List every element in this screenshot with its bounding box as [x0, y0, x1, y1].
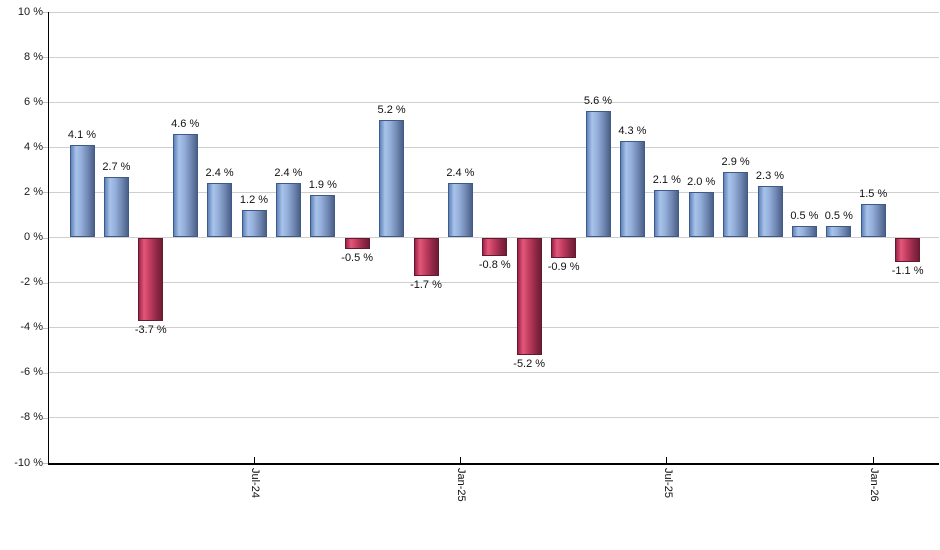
bar-value-label: 2.4 %: [446, 167, 475, 180]
bar: [344, 237, 370, 249]
bar-value-label: 5.2 %: [377, 104, 406, 117]
bar-value-label: -3.7 %: [134, 323, 167, 336]
bar-value-label: -0.5 %: [341, 251, 374, 264]
bar-value-label: 1.5 %: [859, 187, 888, 200]
y-axis-label: -2 %: [20, 276, 43, 289]
x-axis-label: Jan-26: [868, 468, 881, 502]
y-axis-label: -8 %: [20, 411, 43, 424]
y-axis-label: 6 %: [24, 95, 43, 108]
y-axis-tick: [43, 12, 48, 13]
bar-value-label: 4.6 %: [171, 117, 200, 130]
bar-value-label: 1.9 %: [308, 178, 337, 191]
y-axis-label: 8 %: [24, 50, 43, 63]
bar-value-label: -0.9 %: [547, 260, 580, 273]
bar-value-label: 2.1 %: [652, 174, 681, 187]
gridline: [49, 417, 939, 419]
y-axis-tick: [43, 463, 48, 464]
bar-value-label: 2.7 %: [102, 160, 131, 173]
bar: [757, 185, 783, 238]
bar-value-label: 5.6 %: [583, 95, 613, 108]
bar: [413, 237, 439, 276]
y-axis-tick: [43, 102, 48, 104]
plot-area: 4.1 % 2.7 % -3.7 % 4.6 % 2.4 % 1.2 % 2.4 % 1.9 …: [48, 11, 939, 465]
bar: [688, 192, 714, 238]
x-axis-tick: [253, 457, 255, 463]
bar: [69, 145, 95, 238]
y-axis-tick: [43, 327, 48, 329]
bar-value-label: 2.9 %: [721, 156, 750, 169]
x-axis-tick: [872, 457, 874, 463]
bar: [895, 237, 921, 263]
gridline: [49, 327, 939, 329]
x-axis-tick: [459, 457, 461, 463]
bar-value-label: 2.0 %: [687, 176, 716, 189]
x-axis-tick: [666, 457, 668, 463]
bar: [619, 140, 645, 238]
x-axis-label: Jul-24: [249, 468, 261, 498]
bar: [447, 183, 473, 238]
bar: [138, 237, 164, 321]
x-axis-label: Jan-25: [455, 468, 468, 502]
bar-value-label: 2.3 %: [755, 169, 785, 182]
gridline: [49, 101, 939, 103]
x-axis-label: Jul-25: [661, 468, 674, 498]
bar: [860, 203, 886, 238]
bar: [207, 183, 233, 238]
y-axis-tick: [43, 147, 48, 149]
gridline: [49, 191, 939, 193]
bar: [551, 237, 577, 258]
bar: [172, 133, 198, 238]
gridline: [49, 56, 939, 58]
y-axis-label: 4 %: [24, 140, 43, 153]
bar: [826, 226, 852, 238]
y-axis-tick: [43, 372, 48, 374]
bar: [103, 176, 129, 238]
bar: [482, 237, 508, 256]
gridline: [49, 372, 939, 374]
bar: [310, 194, 336, 238]
y-axis-tick: [43, 192, 48, 194]
bar-value-label: 1.2 %: [239, 194, 269, 207]
y-axis-label: 10 %: [17, 5, 43, 18]
bar-value-label: 2.4 %: [274, 167, 303, 180]
y-axis-tick: [43, 237, 48, 239]
bar-value-label: 0.5 %: [790, 210, 819, 223]
bar-value-label: 4.1 %: [67, 129, 97, 142]
y-axis-label: 2 %: [24, 185, 43, 198]
bar: [241, 210, 267, 238]
y-axis-label: -6 %: [20, 366, 43, 379]
y-axis-tick: [43, 417, 48, 419]
bar-value-label: -1.1 %: [891, 265, 924, 278]
bar-value-label: -1.7 %: [410, 278, 442, 291]
bar: [654, 190, 680, 238]
bar: [723, 172, 749, 238]
bar: [585, 111, 611, 238]
y-axis-tick: [43, 57, 48, 59]
bar-value-label: 2.4 %: [205, 167, 234, 180]
gridline: [49, 11, 939, 13]
bar: [791, 226, 817, 238]
y-axis-label: 0 %: [24, 231, 43, 243]
bar-value-label: 4.3 %: [618, 124, 647, 137]
bar: [516, 237, 542, 355]
bar-value-label: -5.2 %: [513, 357, 546, 370]
gridline: [49, 282, 939, 284]
gridline: [49, 146, 939, 148]
bar-value-label: 0.5 %: [824, 210, 853, 223]
bar: [379, 120, 405, 238]
bar-value-label: -0.8 %: [478, 258, 511, 271]
y-axis-tick: [43, 282, 48, 284]
y-axis-label: -10 %: [14, 456, 43, 469]
y-axis-label: -4 %: [20, 321, 43, 334]
bar: [275, 183, 301, 238]
